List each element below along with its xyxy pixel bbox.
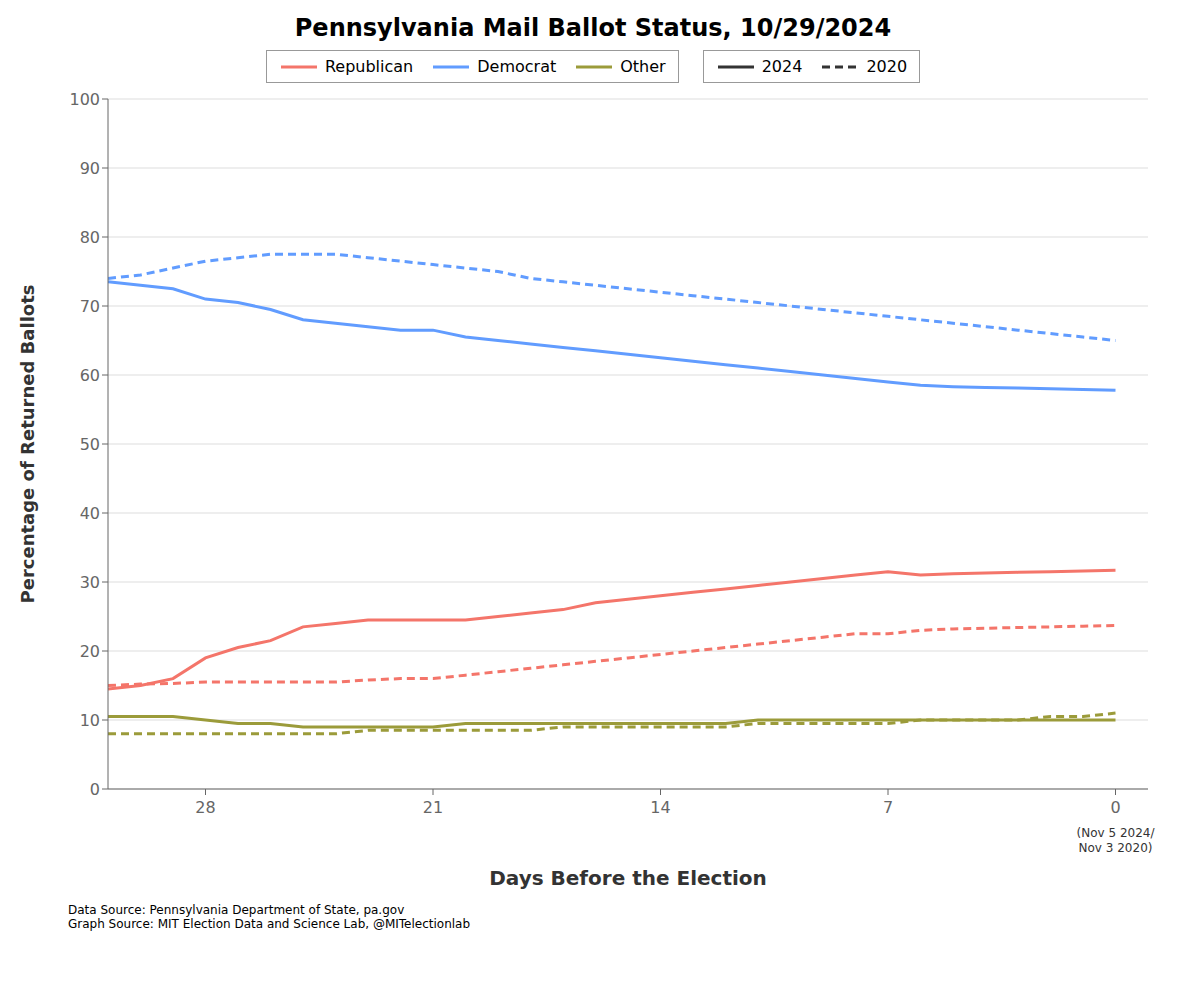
svg-text:28: 28 [195, 798, 215, 817]
html-text:Graph Source: MIT Election Dat: Graph Source: MIT Election Data and Scie… [68, 917, 471, 931]
svg-text:Days Before the Election: Days Before the Election [489, 866, 767, 890]
svg-text:(Nov 5 2024/: (Nov 5 2024/ [1077, 826, 1156, 840]
html-text:Data Source: Pennsylvania Depa: Data Source: Pennsylvania Department of … [68, 903, 405, 917]
svg-text:50: 50 [80, 435, 100, 454]
svg-text:Nov 3 2020): Nov 3 2020) [1079, 841, 1153, 855]
html-text:Democrat: Democrat [477, 57, 557, 76]
svg-text:Percentage of Returned Ballots: Percentage of Returned Ballots [17, 285, 38, 604]
html-text:Other: Other [620, 57, 666, 76]
svg-text:0: 0 [1110, 798, 1120, 817]
html-text:2020: 2020 [866, 57, 908, 76]
svg-text:40: 40 [80, 504, 100, 523]
svg-text:14: 14 [650, 798, 670, 817]
svg-text:20: 20 [80, 642, 100, 661]
svg-text:10: 10 [80, 711, 100, 730]
svg-text:90: 90 [80, 159, 100, 178]
svg-text:30: 30 [80, 573, 100, 592]
svg-text:7: 7 [883, 798, 893, 817]
svg-text:80: 80 [80, 228, 100, 247]
html-text:Republican: Republican [324, 57, 414, 76]
svg-text:21: 21 [423, 798, 443, 817]
html-text:2024: 2024 [761, 57, 803, 76]
svg-text:100: 100 [69, 90, 100, 109]
svg-text:0: 0 [90, 780, 100, 799]
svg-text:70: 70 [80, 297, 100, 316]
html-text:Pennsylvania Mail Ballot Statu: Pennsylvania Mail Ballot Status, 10/29/2… [294, 14, 892, 42]
svg-text:60: 60 [80, 366, 100, 385]
